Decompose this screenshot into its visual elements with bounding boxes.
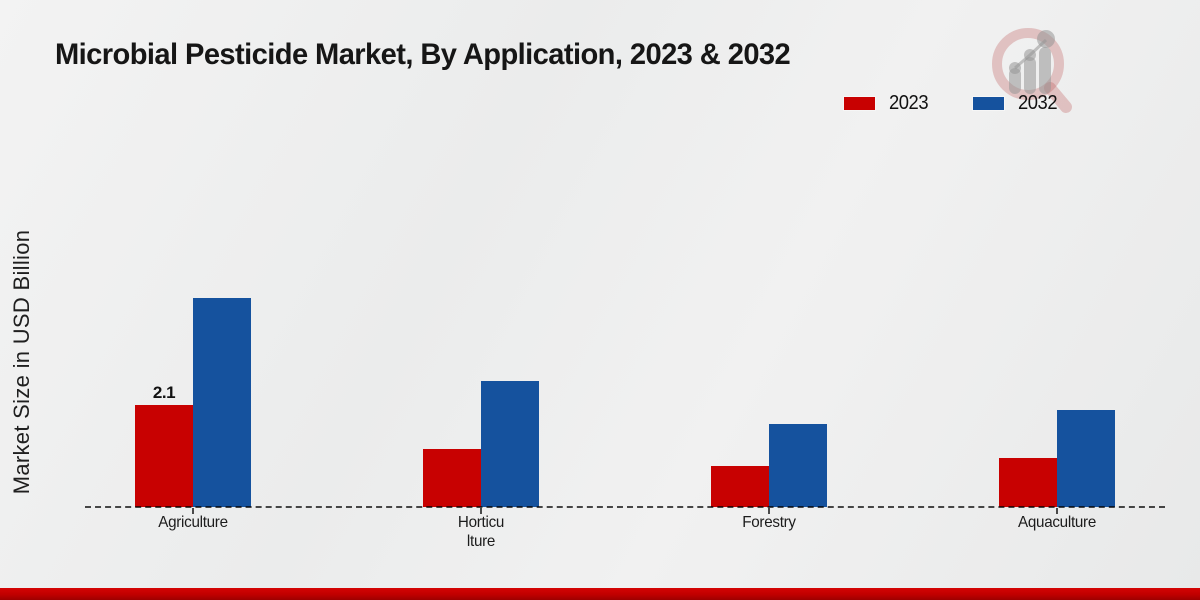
bar-2032-horticulture [481, 381, 539, 507]
x-axis-tick [480, 508, 482, 514]
footer-accent-bar [0, 588, 1200, 600]
bar-2023-forestry [711, 466, 769, 507]
data-label-2023-agriculture: 2.1 [152, 383, 176, 402]
bar-2032-agriculture [193, 298, 251, 507]
x-axis-tick [768, 508, 770, 514]
legend-label-2023: 2023 [889, 92, 929, 114]
x-axis-baseline [85, 506, 1165, 508]
x-axis-tick [1056, 508, 1058, 514]
legend-item-2032: 2032 [971, 92, 1061, 115]
legend-swatch-2023 [843, 96, 876, 111]
bar-2023-horticulture [423, 449, 481, 507]
legend-swatch-2032 [971, 96, 1005, 111]
brand-logo [988, 24, 1080, 116]
category-label-aquaculture: Aquaculture [1018, 514, 1096, 531]
legend-label-2032: 2032 [1017, 92, 1058, 114]
category-label-agriculture: Agriculture [158, 514, 228, 531]
x-axis-tick [192, 508, 194, 514]
legend-item-2023: 2023 [843, 92, 932, 115]
bar-2023-aquaculture [999, 458, 1057, 507]
legend: 2023 2032 [843, 92, 1060, 115]
chart-title: Microbial Pesticide Market, By Applicati… [55, 38, 791, 71]
bar-2032-aquaculture [1057, 410, 1115, 507]
magnifier-bar-chart-icon [992, 28, 1072, 113]
category-label-horticulture: Horticu lture [457, 514, 505, 550]
bar-2023-agriculture [135, 405, 193, 507]
bar-2032-forestry [769, 424, 827, 507]
category-label-forestry: Forestry [742, 514, 796, 531]
